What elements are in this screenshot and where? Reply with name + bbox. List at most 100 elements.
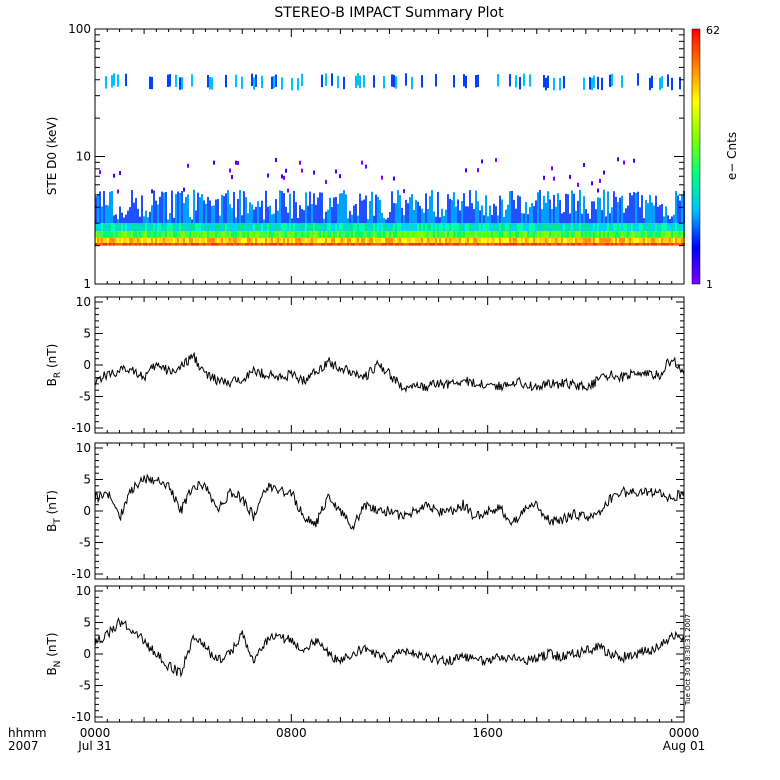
spectrogram-cell: [595, 231, 597, 238]
spectrogram-cell: [163, 242, 165, 246]
y-tick-label: 0: [83, 647, 91, 661]
spectrogram-cell: [623, 212, 625, 224]
spectrogram-cell: [479, 242, 481, 246]
spectrogram-cell: [405, 73, 407, 86]
spectrogram-cell: [391, 191, 393, 224]
spectrogram-cell: [395, 231, 397, 238]
spectrogram-cell: [145, 223, 147, 232]
spectrogram-cell: [587, 237, 589, 243]
spectrogram-cell: [251, 237, 253, 243]
spectrogram-cell: [593, 242, 595, 246]
spectrogram-cell: [231, 231, 233, 238]
spectrogram-cell: [671, 216, 673, 224]
spectrogram-cell: [319, 242, 321, 246]
spectrogram-cell: [449, 223, 451, 232]
spectrogram-cell: [111, 191, 113, 224]
spectrogram-cell: [173, 223, 175, 232]
spectrogram-cell: [249, 223, 251, 232]
spectrogram-cell: [211, 231, 213, 238]
spectrogram-cell: [681, 237, 683, 243]
spectrogram-cell: [645, 231, 647, 238]
spectrogram-cell: [487, 231, 489, 238]
spectrogram-cell: [245, 237, 247, 243]
spectrogram-cell: [315, 204, 317, 224]
spectrogram-cell: [615, 237, 617, 243]
spectrogram-cell: [161, 191, 163, 224]
spectrogram-cell: [521, 213, 523, 224]
spectrogram-cell: [99, 242, 101, 246]
spectrogram-cell: [619, 231, 621, 238]
spectrogram-cell: [581, 237, 583, 243]
spectrogram-cell: [547, 237, 549, 243]
spectrogram-cell: [219, 242, 221, 246]
spectrogram-cell: [559, 223, 561, 232]
spectrogram-cell: [183, 223, 185, 232]
spectrogram-cell: [515, 242, 517, 246]
spectrogram-cell: [353, 231, 355, 238]
spectrogram-cell: [171, 190, 173, 224]
spectrogram-cell: [415, 242, 417, 246]
spectrogram-cell: [275, 199, 277, 224]
spectrogram-cell: [365, 231, 367, 238]
spectrogram-cell: [365, 164, 367, 169]
spectrogram-cell: [635, 192, 637, 224]
spectrogram-cell: [397, 237, 399, 243]
spectrogram-cell: [361, 242, 363, 246]
spectrogram-cell: [475, 190, 477, 224]
spectrogram-cell: [591, 231, 593, 238]
spectrogram-cell: [613, 191, 615, 224]
spectrogram-cell: [409, 237, 411, 243]
spectrogram-cell: [167, 223, 169, 232]
spectrogram-cell: [497, 242, 499, 246]
spectrogram-cell: [623, 231, 625, 238]
spectrogram-cell: [307, 223, 309, 232]
spectrogram-cell: [457, 237, 459, 243]
spectrogram-cell: [107, 205, 109, 224]
spectrogram-cell: [297, 77, 299, 91]
spectrogram-cell: [539, 231, 541, 238]
spectrogram-cell: [465, 237, 467, 243]
spectrogram-cell: [231, 242, 233, 246]
spectrogram-cell: [239, 223, 241, 232]
spectrogram-cell: [357, 73, 359, 86]
spectrogram-cell: [653, 231, 655, 238]
spectrogram-cell: [481, 237, 483, 243]
spectrogram-cell: [659, 205, 661, 224]
spectrogram-cell: [273, 75, 275, 89]
spectrogram-cell: [461, 242, 463, 246]
spectrogram-cell: [287, 231, 289, 238]
spectrogram-cell: [259, 206, 261, 224]
spectrogram-cell: [333, 231, 335, 238]
spectrogram-cell: [513, 200, 515, 224]
spectrogram-cell: [299, 242, 301, 246]
spectrogram-cell: [331, 231, 333, 238]
spectrogram-cell: [149, 76, 151, 90]
spectrogram-cell: [419, 205, 421, 224]
spectrogram-cell: [129, 231, 131, 238]
spectrogram-cell: [617, 237, 619, 243]
spectrogram-cell: [259, 242, 261, 246]
spectrogram-cell: [411, 76, 413, 90]
spectrogram-cell: [305, 237, 307, 243]
spectrogram-cell: [107, 223, 109, 232]
spectrogram-cell: [95, 196, 97, 224]
spectrogram-cell: [411, 231, 413, 238]
spectrogram-cell: [495, 242, 497, 246]
spectrogram-cell: [397, 190, 399, 224]
spectrogram-cell: [395, 223, 397, 232]
spectrogram-cell: [509, 191, 511, 224]
spectrogram-cell: [565, 237, 567, 243]
spectrogram-cell: [177, 191, 179, 224]
spectrogram-cell: [189, 237, 191, 243]
spectrogram-cell: [419, 237, 421, 243]
spectrogram-cell: [155, 231, 157, 238]
spectrogram-cell: [303, 231, 305, 238]
spectrogram-cell: [135, 237, 137, 243]
spectrogram-cell: [525, 242, 527, 246]
spectrogram-cell: [183, 231, 185, 238]
spectrogram-cell: [569, 237, 571, 243]
spectrogram-cell: [265, 190, 267, 224]
spectrogram-cell: [265, 242, 267, 246]
spectrogram-cell: [553, 242, 555, 246]
spectrogram-cell: [679, 77, 681, 90]
